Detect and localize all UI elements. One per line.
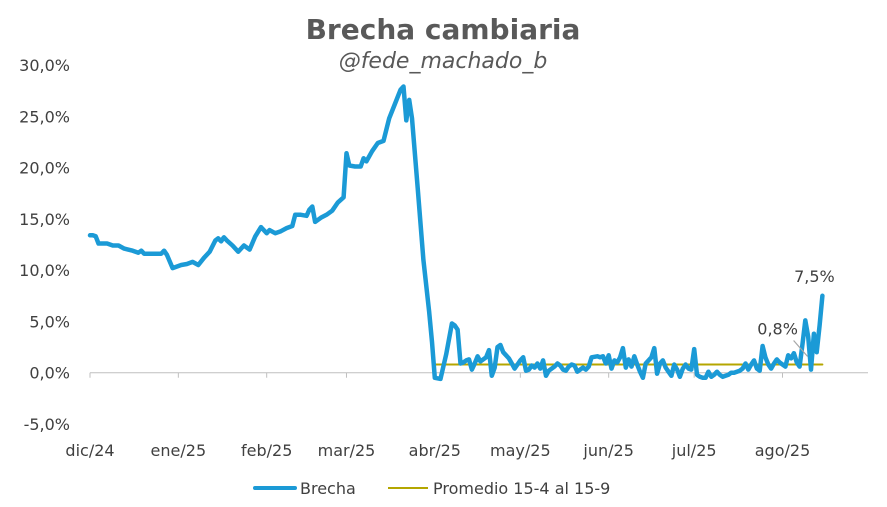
- x-tick-label: abr/25: [409, 441, 461, 460]
- y-tick-label: -5,0%: [24, 415, 70, 434]
- annotation-leader-line: [793, 340, 809, 357]
- y-tick-label: 5,0%: [29, 312, 70, 331]
- y-tick-label: 15,0%: [19, 210, 70, 229]
- y-tick-label: 10,0%: [19, 261, 70, 280]
- x-tick-label: dic/24: [65, 441, 114, 460]
- legend-label-promedio: Promedio 15-4 al 15-9: [433, 479, 610, 498]
- x-tick-label: jun/25: [582, 441, 633, 460]
- x-tick-label: may/25: [490, 441, 551, 460]
- x-tick-label: ene/25: [151, 441, 207, 460]
- legend-label-brecha: Brecha: [300, 479, 356, 498]
- legend: Brecha Promedio 15-4 al 15-9: [253, 479, 610, 498]
- chart-subtitle: @fede_machado_b: [339, 49, 548, 74]
- y-axis-ticks: -5,0% 0,0% 5,0% 10,0% 15,0% 20,0% 25,0% 30,0%: [19, 56, 70, 434]
- x-axis-ticks: dic/24 ene/25 feb/25 mar/25 abr/25 may/25 jun/…: [65, 441, 810, 460]
- y-tick-label: 0,0%: [29, 364, 70, 383]
- annotation-average-value: 0,8%: [757, 320, 798, 339]
- series-layer: [87, 84, 825, 382]
- x-tick-label: jul/25: [671, 441, 717, 460]
- annotation-last-value: 7,5%: [794, 267, 835, 286]
- chart-title: Brecha cambiaria: [306, 13, 581, 46]
- y-tick-label: 20,0%: [19, 159, 70, 178]
- x-tick-label: feb/25: [241, 441, 292, 460]
- annotation-layer: 7,5% 0,8%: [757, 267, 835, 357]
- y-tick-label: 25,0%: [19, 107, 70, 126]
- series-line-brecha: [87, 84, 825, 382]
- x-tick-label: mar/25: [318, 441, 376, 460]
- x-tick-label: ago/25: [755, 441, 811, 460]
- y-tick-label: 30,0%: [19, 56, 70, 75]
